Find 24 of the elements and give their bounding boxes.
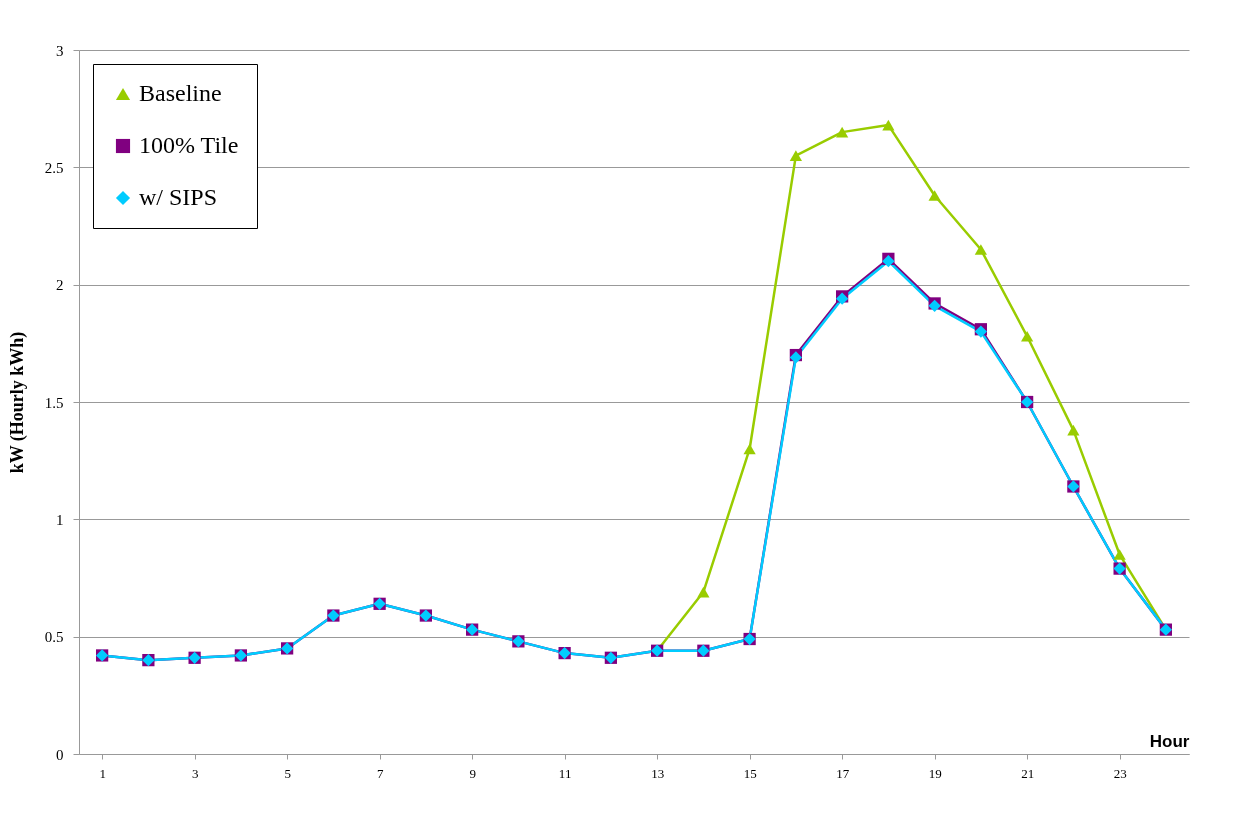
x-tick-label: 13 xyxy=(651,765,665,781)
x-tick-label: 15 xyxy=(743,765,757,781)
legend-label: 100% Tile xyxy=(139,132,239,158)
y-tick-label: 1 xyxy=(56,511,64,528)
x-tick-label: 1 xyxy=(99,765,106,781)
x-tick-label: 19 xyxy=(928,765,942,781)
y-axis-title: kW (Hourly kWh) xyxy=(6,331,28,474)
x-tick-label: 9 xyxy=(469,765,476,781)
x-tick-label: 21 xyxy=(1021,765,1035,781)
y-tick-label: 0.5 xyxy=(44,629,64,646)
y-tick-label: 3 xyxy=(56,42,64,59)
legend-label: Baseline xyxy=(139,80,222,106)
y-tick-label: 0 xyxy=(56,746,64,763)
x-tick-label: 3 xyxy=(191,765,199,781)
x-axis-title: Hour xyxy=(1149,731,1190,751)
legend-label: w/ SIPS xyxy=(139,184,218,210)
y-tick-label: 2 xyxy=(56,277,64,294)
x-tick-label: 17 xyxy=(836,765,850,781)
x-tick-label: 7 xyxy=(376,765,384,781)
y-tick-label: 2.5 xyxy=(44,159,64,176)
x-tick-label: 23 xyxy=(1113,765,1127,781)
x-tick-label: 11 xyxy=(558,765,572,781)
x-tick-label: 5 xyxy=(284,765,291,781)
y-tick-label: 1.5 xyxy=(44,394,64,411)
